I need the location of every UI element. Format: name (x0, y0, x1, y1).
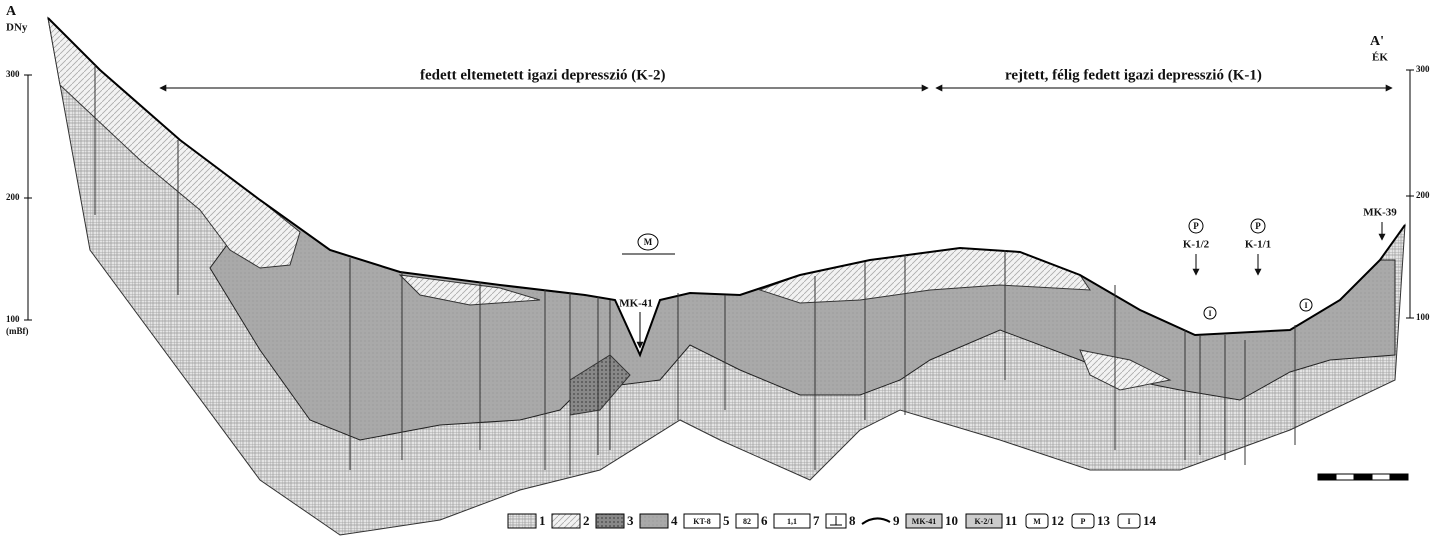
end-label: A (6, 4, 17, 19)
legend-number: 1 (539, 513, 546, 528)
end-label: A' (1370, 34, 1384, 49)
zone-label: fedett eltemetett igazi depresszió (K-2) (420, 67, 665, 83)
legend-icon (862, 518, 890, 524)
legend-number: 6 (761, 513, 768, 528)
legend-symbol: KT-8 (693, 517, 711, 526)
symbol-label: P (1193, 221, 1199, 231)
well-label: K-1/2 (1183, 239, 1210, 251)
legend-number: 12 (1051, 513, 1064, 528)
legend-number: 8 (849, 513, 856, 528)
legend-symbol: P (1081, 517, 1086, 526)
legend-symbol: M (1033, 517, 1041, 526)
legend-swatch (640, 514, 668, 528)
well-label: MK-39 (1363, 207, 1397, 219)
legend-swatch (552, 514, 580, 528)
legend-symbol: MK-41 (912, 517, 936, 526)
well-label: K-1/1 (1245, 239, 1271, 251)
legend-swatch (508, 514, 536, 528)
legend-swatch (596, 514, 624, 528)
zone-label: rejtett, félig fedett igazi depresszió (… (1005, 67, 1262, 83)
legend-number: 10 (945, 513, 958, 528)
cross-section: 300 200 100 (mBf) 300 200 100 A DNy A' É… (0, 0, 1430, 536)
symbol-label: I (1208, 309, 1211, 318)
symbol-label: I (1304, 301, 1307, 310)
symbol-label: P (1255, 221, 1261, 231)
legend-number: 13 (1097, 513, 1111, 528)
legend-number: 9 (893, 513, 900, 528)
legend-symbol: 1,1 (787, 517, 797, 526)
legend-number: 3 (627, 513, 634, 528)
tick-label: 200 (1416, 190, 1430, 200)
tick-label: 100 (6, 314, 20, 324)
legend-number: 11 (1005, 513, 1017, 528)
legend-number: 4 (671, 513, 678, 528)
tick-label: 300 (1416, 64, 1430, 74)
legend-number: 5 (723, 513, 730, 528)
tick-label: 300 (6, 69, 20, 79)
axis-unit: (mBf) (6, 326, 29, 336)
legend-number: 14 (1143, 513, 1157, 528)
legend-symbol: I (1127, 517, 1130, 526)
legend-number: 7 (813, 513, 820, 528)
tick-label: 200 (6, 192, 20, 202)
tick-label: 100 (1416, 312, 1430, 322)
legend-symbol: K-2/1 (974, 517, 993, 526)
symbol-label: M (644, 237, 653, 247)
scale-bar (1318, 474, 1408, 480)
end-direction: ÉK (1372, 52, 1388, 64)
well-label: MK-41 (619, 298, 653, 310)
legend-number: 2 (583, 513, 590, 528)
end-direction: DNy (6, 22, 28, 34)
legend-symbol: 82 (743, 517, 751, 526)
